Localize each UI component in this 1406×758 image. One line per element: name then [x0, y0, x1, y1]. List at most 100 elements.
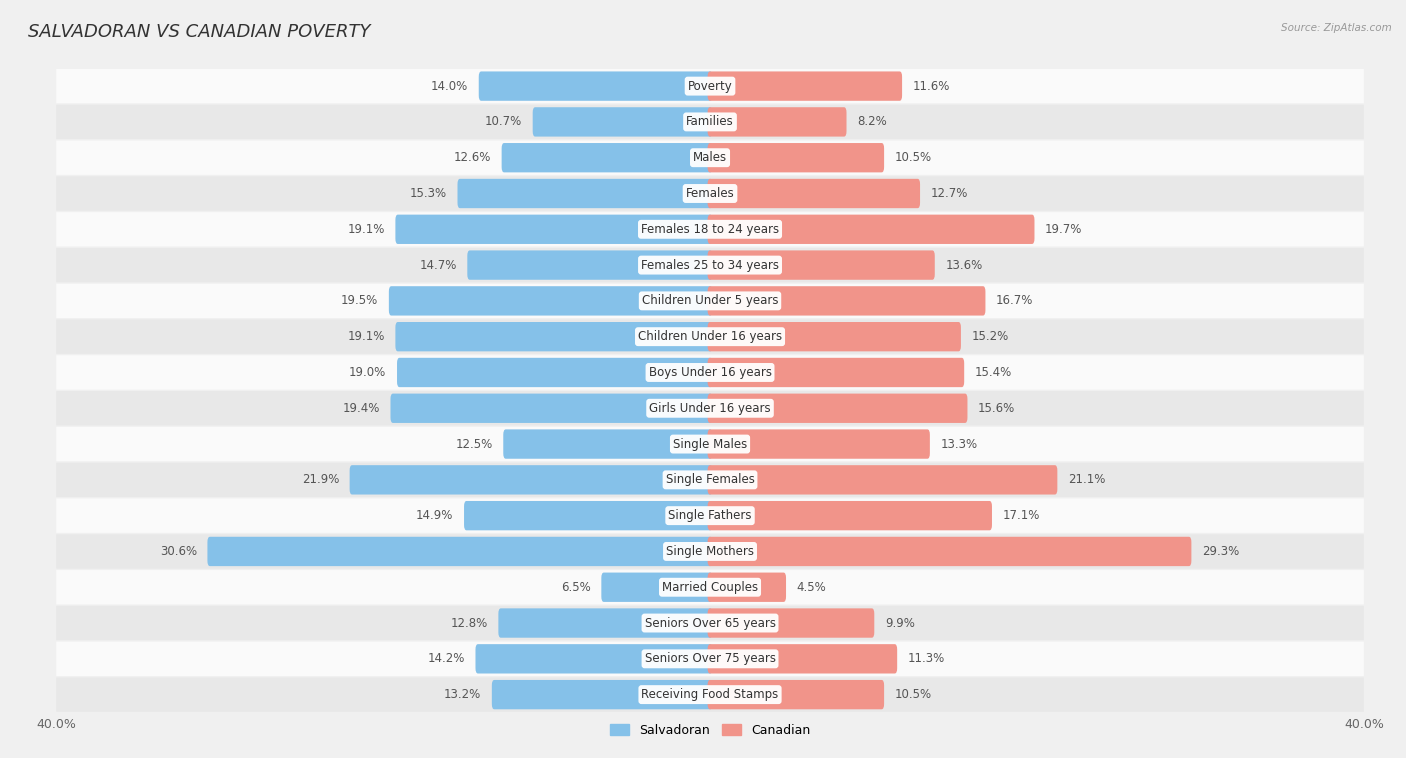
Text: Single Fathers: Single Fathers: [668, 509, 752, 522]
FancyBboxPatch shape: [707, 429, 929, 459]
Text: 11.6%: 11.6%: [912, 80, 950, 92]
FancyBboxPatch shape: [707, 215, 1035, 244]
Text: Single Females: Single Females: [665, 473, 755, 487]
Text: 15.2%: 15.2%: [972, 330, 1008, 343]
FancyBboxPatch shape: [464, 501, 713, 531]
Text: 9.9%: 9.9%: [884, 616, 915, 630]
Text: 11.3%: 11.3%: [908, 653, 945, 666]
FancyBboxPatch shape: [56, 462, 1364, 497]
FancyBboxPatch shape: [56, 427, 1364, 461]
Text: Seniors Over 65 years: Seniors Over 65 years: [644, 616, 776, 630]
Text: 10.5%: 10.5%: [894, 151, 932, 164]
Text: 15.6%: 15.6%: [979, 402, 1015, 415]
FancyBboxPatch shape: [707, 393, 967, 423]
FancyBboxPatch shape: [503, 429, 713, 459]
FancyBboxPatch shape: [707, 465, 1057, 494]
FancyBboxPatch shape: [56, 678, 1364, 712]
Text: 14.2%: 14.2%: [427, 653, 465, 666]
FancyBboxPatch shape: [56, 248, 1364, 282]
FancyBboxPatch shape: [502, 143, 713, 172]
FancyBboxPatch shape: [396, 358, 713, 387]
FancyBboxPatch shape: [707, 609, 875, 637]
FancyBboxPatch shape: [56, 320, 1364, 354]
Text: 14.9%: 14.9%: [416, 509, 453, 522]
FancyBboxPatch shape: [56, 356, 1364, 390]
Text: 30.6%: 30.6%: [160, 545, 197, 558]
FancyBboxPatch shape: [492, 680, 713, 709]
Text: Seniors Over 75 years: Seniors Over 75 years: [644, 653, 776, 666]
FancyBboxPatch shape: [707, 71, 903, 101]
FancyBboxPatch shape: [56, 606, 1364, 641]
FancyBboxPatch shape: [56, 283, 1364, 318]
Text: 12.8%: 12.8%: [450, 616, 488, 630]
FancyBboxPatch shape: [707, 322, 960, 352]
Text: SALVADORAN VS CANADIAN POVERTY: SALVADORAN VS CANADIAN POVERTY: [28, 23, 371, 41]
FancyBboxPatch shape: [602, 572, 713, 602]
FancyBboxPatch shape: [475, 644, 713, 674]
Text: Boys Under 16 years: Boys Under 16 years: [648, 366, 772, 379]
FancyBboxPatch shape: [707, 644, 897, 674]
FancyBboxPatch shape: [56, 177, 1364, 211]
FancyBboxPatch shape: [56, 570, 1364, 604]
Text: 19.5%: 19.5%: [342, 294, 378, 308]
Text: Single Mothers: Single Mothers: [666, 545, 754, 558]
FancyBboxPatch shape: [56, 499, 1364, 533]
FancyBboxPatch shape: [395, 215, 713, 244]
FancyBboxPatch shape: [467, 250, 713, 280]
FancyBboxPatch shape: [391, 393, 713, 423]
FancyBboxPatch shape: [208, 537, 713, 566]
Text: 12.5%: 12.5%: [456, 437, 492, 450]
FancyBboxPatch shape: [707, 179, 920, 208]
FancyBboxPatch shape: [707, 107, 846, 136]
Text: 4.5%: 4.5%: [797, 581, 827, 594]
FancyBboxPatch shape: [56, 69, 1364, 103]
Text: 12.6%: 12.6%: [454, 151, 491, 164]
FancyBboxPatch shape: [56, 140, 1364, 175]
FancyBboxPatch shape: [56, 641, 1364, 676]
Text: 14.7%: 14.7%: [419, 258, 457, 271]
Text: Females 25 to 34 years: Females 25 to 34 years: [641, 258, 779, 271]
Text: Married Couples: Married Couples: [662, 581, 758, 594]
Text: 17.1%: 17.1%: [1002, 509, 1040, 522]
Text: 12.7%: 12.7%: [931, 187, 969, 200]
Text: 19.4%: 19.4%: [343, 402, 380, 415]
Text: Females 18 to 24 years: Females 18 to 24 years: [641, 223, 779, 236]
Text: 8.2%: 8.2%: [858, 115, 887, 128]
Text: 13.6%: 13.6%: [945, 258, 983, 271]
FancyBboxPatch shape: [707, 287, 986, 315]
Text: Girls Under 16 years: Girls Under 16 years: [650, 402, 770, 415]
Text: Receiving Food Stamps: Receiving Food Stamps: [641, 688, 779, 701]
Text: 6.5%: 6.5%: [561, 581, 591, 594]
Text: 19.1%: 19.1%: [347, 330, 385, 343]
FancyBboxPatch shape: [350, 465, 713, 494]
FancyBboxPatch shape: [395, 322, 713, 352]
Text: 13.3%: 13.3%: [941, 437, 977, 450]
Text: Poverty: Poverty: [688, 80, 733, 92]
FancyBboxPatch shape: [479, 71, 713, 101]
FancyBboxPatch shape: [498, 609, 713, 637]
Text: 21.1%: 21.1%: [1069, 473, 1105, 487]
Text: 10.5%: 10.5%: [894, 688, 932, 701]
Text: 29.3%: 29.3%: [1202, 545, 1239, 558]
FancyBboxPatch shape: [533, 107, 713, 136]
FancyBboxPatch shape: [707, 680, 884, 709]
Text: Children Under 5 years: Children Under 5 years: [641, 294, 779, 308]
FancyBboxPatch shape: [457, 179, 713, 208]
FancyBboxPatch shape: [56, 391, 1364, 425]
Text: 14.0%: 14.0%: [430, 80, 468, 92]
Text: Single Males: Single Males: [673, 437, 747, 450]
Legend: Salvadoran, Canadian: Salvadoran, Canadian: [605, 719, 815, 742]
FancyBboxPatch shape: [56, 105, 1364, 139]
FancyBboxPatch shape: [707, 358, 965, 387]
FancyBboxPatch shape: [56, 534, 1364, 568]
Text: 15.3%: 15.3%: [409, 187, 447, 200]
FancyBboxPatch shape: [389, 287, 713, 315]
FancyBboxPatch shape: [56, 212, 1364, 246]
Text: 16.7%: 16.7%: [995, 294, 1033, 308]
Text: 13.2%: 13.2%: [444, 688, 481, 701]
FancyBboxPatch shape: [707, 143, 884, 172]
FancyBboxPatch shape: [707, 250, 935, 280]
Text: Males: Males: [693, 151, 727, 164]
FancyBboxPatch shape: [707, 572, 786, 602]
Text: 15.4%: 15.4%: [974, 366, 1012, 379]
